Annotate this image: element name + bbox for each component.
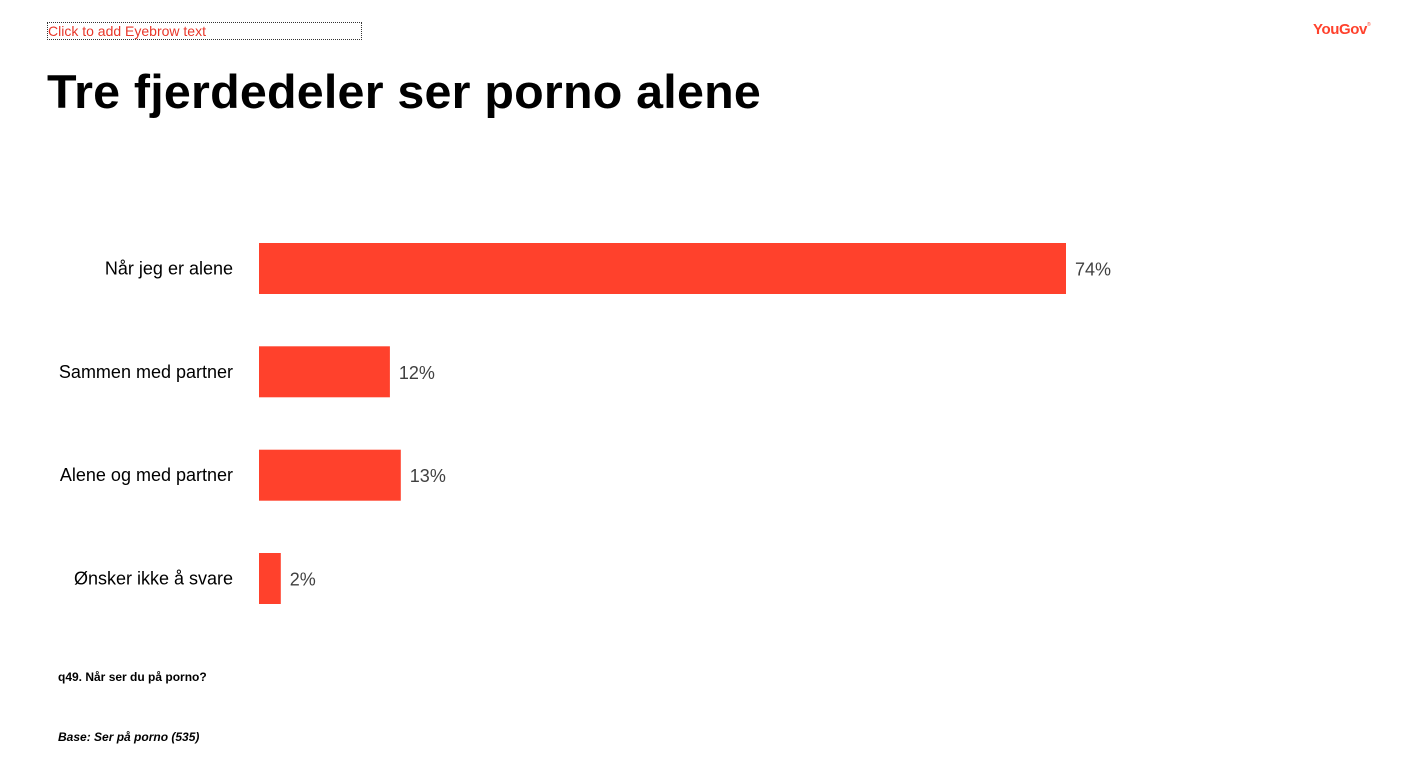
eyebrow-placeholder[interactable]: Click to add Eyebrow text [47,22,362,40]
category-label: Sammen med partner [59,362,233,382]
bar [259,449,401,501]
question-footnote: q49. Når ser du på porno? [58,670,207,684]
value-label: 12% [399,363,435,383]
bar [259,553,281,604]
logo-text: YouGov [1313,21,1367,38]
bar [259,346,390,398]
category-label: Når jeg er alene [105,259,233,279]
bar [259,243,1066,294]
yougov-logo: YouGov® [1313,21,1371,38]
category-label: Ønsker ikke å svare [74,569,233,589]
registered-mark: ® [1367,22,1371,28]
value-label: 74% [1075,260,1111,280]
value-label: 13% [410,466,446,486]
category-label: Alene og med partner [60,465,233,485]
value-label: 2% [290,570,316,590]
page-title: Tre fjerdedeler ser porno alene [47,65,761,118]
base-footnote: Base: Ser på porno (535) [58,730,200,744]
